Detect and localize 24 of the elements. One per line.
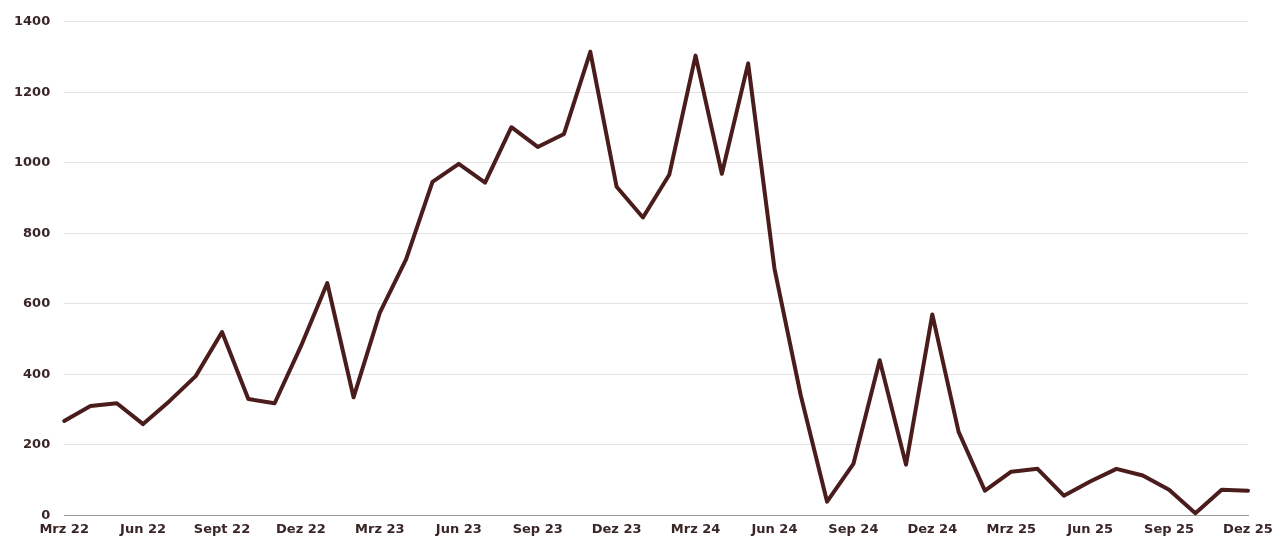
x-tick-label: Jun 23: [434, 520, 482, 536]
x-tick-label: Dez 22: [276, 520, 326, 536]
y-tick-label: 600: [23, 295, 51, 311]
x-tick-label: Jun 22: [119, 520, 167, 536]
x-tick-label: Mrz 23: [355, 520, 405, 536]
y-tick-label: 400: [23, 365, 51, 381]
y-tick-label: 1400: [13, 13, 51, 29]
x-tick-label: Jun 25: [1066, 520, 1114, 536]
y-tick-label: 200: [23, 436, 51, 452]
y-tick-label: 800: [23, 224, 51, 240]
x-tick-label: Mrz 25: [986, 520, 1036, 536]
x-tick-label: Sep 25: [1144, 520, 1195, 536]
x-tick-label: Dez 23: [591, 520, 642, 536]
x-tick-label: Dez 24: [907, 520, 958, 536]
x-tick-label: Dez 25: [1223, 520, 1273, 536]
x-tick-label: Sep 24: [828, 520, 879, 536]
x-tick-label: Sep 23: [512, 520, 563, 536]
y-tick-label: 0: [41, 506, 51, 522]
x-tick-label: Mrz 22: [39, 520, 89, 536]
x-tick-label: Sept 22: [193, 520, 251, 536]
x-tick-label: Jun 24: [750, 520, 798, 536]
x-tick-label: Mrz 24: [670, 520, 721, 536]
y-tick-label: 1200: [13, 83, 51, 99]
y-tick-label: 1000: [13, 154, 51, 170]
